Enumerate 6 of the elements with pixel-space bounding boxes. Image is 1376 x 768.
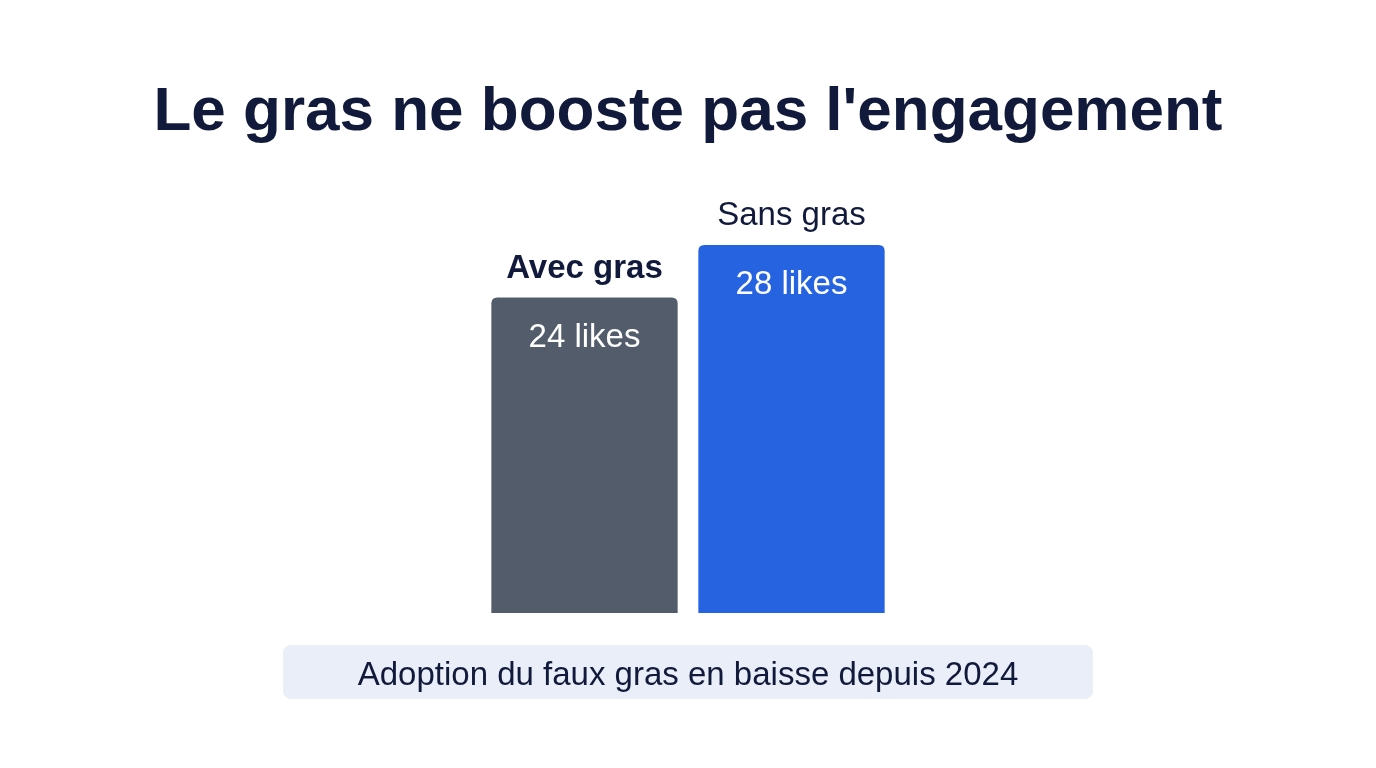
data-label: 24 likes xyxy=(528,316,641,354)
chart-title: Le gras ne booste pas l'engagement xyxy=(153,74,1223,143)
text: Adoption du faux gras en baisse depuis 2024 xyxy=(357,655,1019,692)
x-tick-label: Avec gras xyxy=(506,247,663,285)
data-label: 28 likes xyxy=(735,264,848,301)
x-tick-label: Sans gras xyxy=(717,195,866,232)
